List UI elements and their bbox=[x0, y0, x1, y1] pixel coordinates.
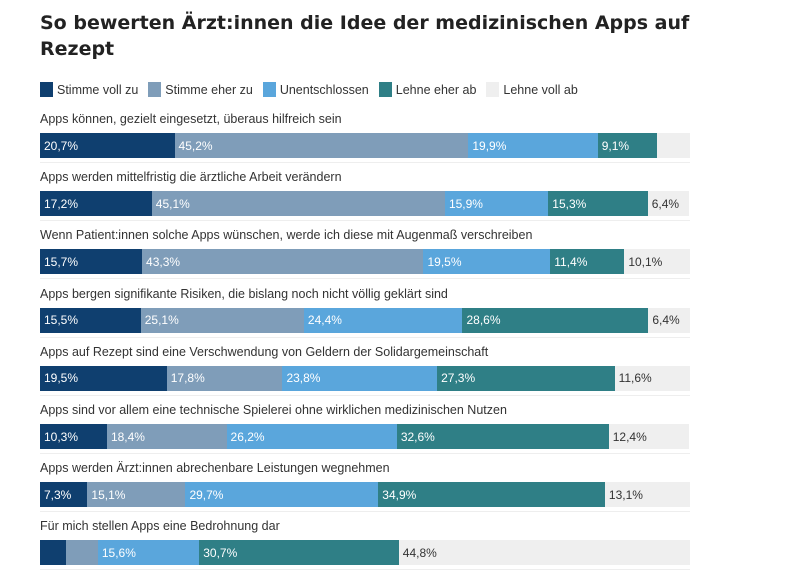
row-divider bbox=[40, 453, 690, 454]
bar-segment-1: 45,1% bbox=[151, 191, 445, 217]
legend-swatch bbox=[378, 82, 392, 97]
legend-swatch bbox=[40, 82, 53, 97]
bar-segment-3: 11,4% bbox=[550, 249, 625, 275]
chart-title: So bewerten Ärzt:innen die Idee der medi… bbox=[40, 12, 690, 60]
stacked-bar: 15,5% 25,1% 24,4% 28,6% 6,4% bbox=[40, 307, 690, 333]
legend-label: Unentschlossen bbox=[279, 82, 369, 97]
bar-segment-0: 15,7% bbox=[40, 249, 143, 275]
bar-segment-2: 29,7% bbox=[185, 482, 379, 508]
stacked-bar: 15,7% 43,3% 19,5% 11,4% 10,1% bbox=[40, 249, 690, 275]
row-label: Apps werden Ärzt:innen abrechenbare Leis… bbox=[40, 461, 390, 476]
legend: Stimme voll zu Stimme eher zu Unentschloss… bbox=[40, 82, 578, 97]
bar-segment-0 bbox=[40, 540, 66, 566]
legend-swatch bbox=[486, 82, 500, 97]
stacked-bar: 7,3% 15,1% 29,7% 34,9% 13,1% bbox=[40, 482, 690, 508]
bar-segment-1 bbox=[66, 540, 98, 566]
legend-label: Lehne voll ab bbox=[503, 82, 578, 97]
bar-segment-0: 19,5% bbox=[40, 365, 167, 391]
bar-segment-3: 30,7% bbox=[199, 540, 399, 566]
bar-segment-1: 43,3% bbox=[142, 249, 424, 275]
bar-segment-3: 9,1% bbox=[597, 133, 657, 158]
bar-segment-4: 12,4% bbox=[608, 424, 690, 449]
legend-label: Stimme eher zu bbox=[165, 82, 253, 97]
legend-item: Stimme voll zu bbox=[40, 82, 138, 97]
bar-segment-3: 34,9% bbox=[378, 482, 605, 508]
bar-segment-2: 15,9% bbox=[444, 191, 549, 217]
bar-segment-1: 45,2% bbox=[174, 133, 469, 158]
row-divider bbox=[40, 162, 690, 163]
row-divider bbox=[40, 511, 690, 513]
stacked-bar: 17,2% 45,1% 15,9% 15,3% 6,4% bbox=[40, 191, 690, 217]
row-label: Wenn Patient:innen solche Apps wünschen,… bbox=[40, 228, 533, 243]
bar-segment-1: 17,8% bbox=[166, 365, 283, 391]
legend-swatch bbox=[262, 82, 276, 97]
bar-segment-2: 19,5% bbox=[423, 249, 551, 275]
bar-segment-2: 24,4% bbox=[303, 307, 463, 333]
row-divider bbox=[40, 569, 690, 571]
row-divider bbox=[40, 394, 690, 396]
bar-segment-0: 17,2% bbox=[40, 191, 152, 217]
bar-segment-1: 25,1% bbox=[140, 307, 304, 333]
stacked-bar: 19,5% 17,8% 23,8% 27,3% 11,6% bbox=[40, 365, 690, 391]
bar-segment-1: 15,1% bbox=[87, 482, 186, 508]
bar-segment-0: 20,7% bbox=[40, 133, 175, 158]
bar-segment-4: 44,8% bbox=[398, 540, 690, 566]
row-label: Apps werden mittelfristig die ärztliche … bbox=[40, 170, 342, 185]
row-label: Apps bergen signifikante Risiken, die bi… bbox=[40, 286, 448, 301]
bar-segment-0: 10,3% bbox=[40, 424, 107, 449]
bar-segment-0: 15,5% bbox=[40, 307, 141, 333]
bar-segment-2: 19,9% bbox=[468, 133, 598, 158]
bar-segment-2: 23,8% bbox=[282, 365, 438, 391]
bar-segment-4: 10,1% bbox=[624, 249, 690, 275]
row-label: Apps können, gezielt eingesetzt, überaus… bbox=[40, 112, 342, 126]
bar-segment-4 bbox=[656, 133, 690, 158]
bar-segment-3: 27,3% bbox=[437, 365, 615, 391]
bar-segment-4: 6,4% bbox=[647, 191, 690, 217]
bar-segment-4: 13,1% bbox=[604, 482, 690, 508]
bar-segment-2: 26,2% bbox=[226, 424, 397, 449]
bar-segment-4: 11,6% bbox=[614, 365, 690, 391]
legend-item: Lehne eher ab bbox=[378, 82, 477, 97]
bar-segment-0: 7,3% bbox=[40, 482, 88, 508]
row-label: Apps sind vor allem eine technische Spie… bbox=[40, 403, 507, 417]
bar-segment-3: 28,6% bbox=[462, 307, 649, 333]
stacked-bar: 20,7% 45,2% 19,9% 9,1% bbox=[40, 133, 690, 158]
stacked-bar: 15,6% 30,7% 44,8% bbox=[40, 540, 690, 566]
row-divider bbox=[40, 336, 690, 338]
row-divider bbox=[40, 220, 690, 222]
row-label: Apps auf Rezept sind eine Verschwendung … bbox=[40, 344, 489, 359]
bar-segment-3: 15,3% bbox=[548, 191, 648, 217]
stacked-bar: 10,3% 18,4% 26,2% 32,6% 12,4% bbox=[40, 424, 690, 449]
legend-item: Lehne voll ab bbox=[486, 82, 578, 97]
legend-label: Stimme voll zu bbox=[57, 82, 139, 97]
row-label: Für mich stellen Apps eine Bedrohnung da… bbox=[40, 519, 280, 534]
bar-segment-3: 32,6% bbox=[396, 424, 609, 449]
bar-segment-4: 6,4% bbox=[648, 307, 690, 333]
legend-swatch bbox=[148, 82, 162, 97]
legend-label: Lehne eher ab bbox=[395, 82, 477, 97]
bar-segment-2: 15,6% bbox=[97, 540, 200, 566]
legend-item: Unentschlossen bbox=[262, 82, 369, 97]
row-divider bbox=[40, 278, 690, 280]
legend-item: Stimme eher zu bbox=[148, 82, 253, 97]
bar-segment-1: 18,4% bbox=[106, 424, 227, 449]
